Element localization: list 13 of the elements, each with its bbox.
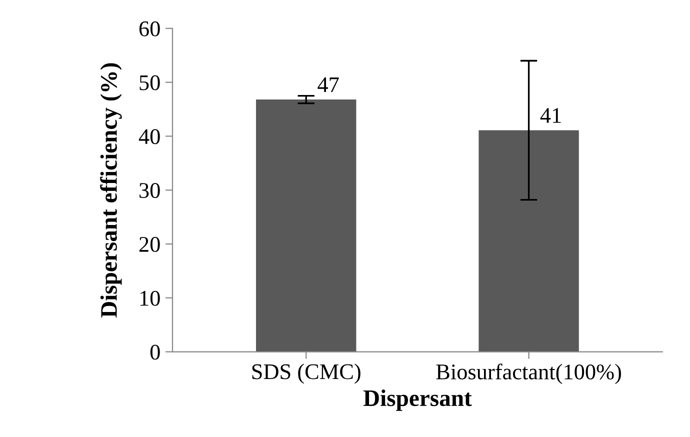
x-tick-label: Biosurfactant(100%)	[436, 364, 621, 384]
y-tick-label: 10	[140, 290, 160, 306]
data-label: 47	[318, 77, 339, 92]
y-axis-title: Dispersant efficiency (%)	[100, 63, 122, 318]
y-tick-label: 50	[140, 75, 160, 90]
y-tick-label: 60	[139, 21, 160, 36]
y-tick-label: 40	[138, 129, 160, 144]
y-tick-label: 30	[140, 183, 160, 198]
data-label: 41	[540, 108, 561, 123]
y-tick-label: 0	[150, 344, 160, 360]
x-tick-label: SDS (CMC)	[252, 364, 360, 384]
y-tick-label: 20	[139, 236, 160, 252]
x-axis-title: Dispersant	[363, 390, 472, 411]
